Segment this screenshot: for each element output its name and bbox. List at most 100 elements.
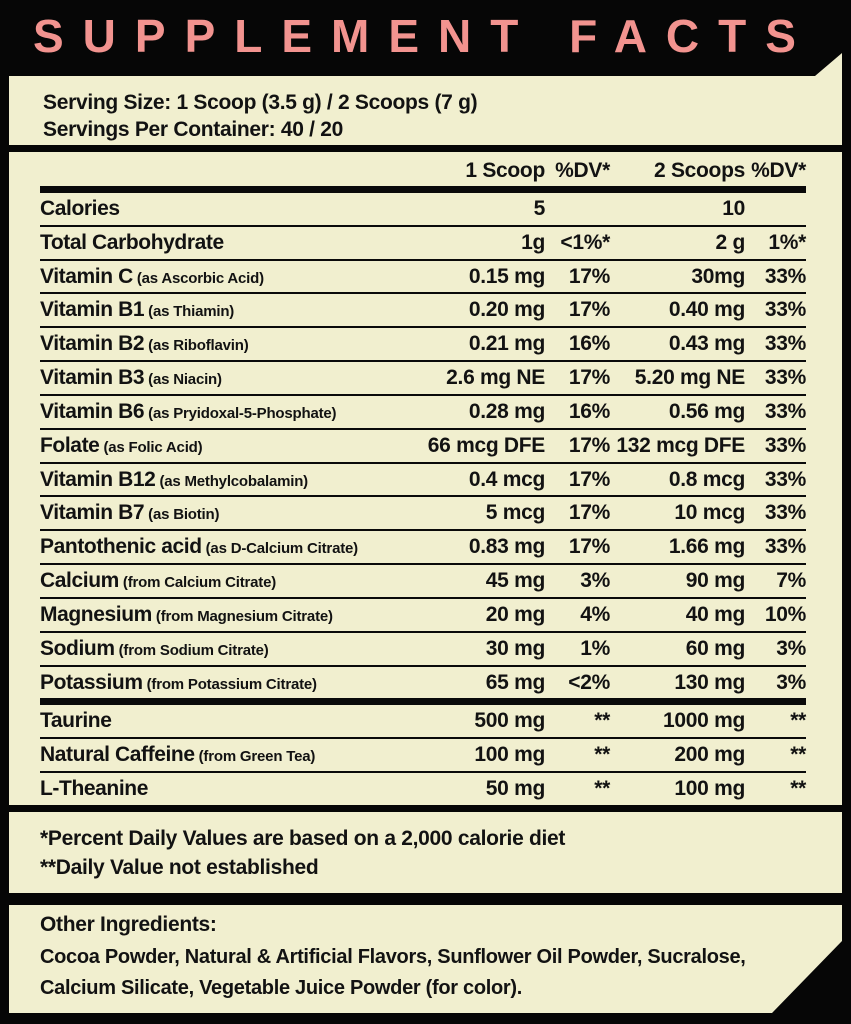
dv-2-scoops-cell: 33%: [764, 501, 806, 525]
dv-2-scoops-cell: 3%: [776, 670, 806, 694]
dv-2-scoops-cell: 33%: [764, 467, 806, 491]
table-row: Taurine 500 mg ** 1000 mg **: [40, 705, 806, 740]
column-header-dv2: %DV*: [751, 159, 806, 182]
amount-2-scoops-cell: 10 mcg: [674, 501, 745, 525]
ingredient-name-cell: Pantothenic acid (as D-Calcium Citrate): [40, 535, 358, 559]
amount-2-scoops-cell: 30mg: [691, 264, 745, 288]
dv-1-scoop-cell: **: [594, 743, 610, 767]
ingredient-name-cell: Calories: [40, 196, 120, 220]
dv-1-scoop-cell: 1%: [580, 636, 610, 660]
amount-1-scoop-cell: 45 mg: [485, 569, 546, 593]
ingredient-name-cell: Vitamin B3 (as Niacin): [40, 366, 222, 390]
table-row: Vitamin B7 (as Biotin) 5 mcg 17% 10 mcg 3…: [40, 497, 806, 532]
dv-2-scoops-cell: 33%: [764, 535, 806, 559]
amount-1-scoop-cell: 0.83 mg: [468, 535, 545, 559]
amount-1-scoop-cell: 66 mcg DFE: [427, 433, 546, 457]
dv-2-scoops-cell: 33%: [764, 298, 806, 322]
ingredient-name-cell: Potassium (from Potassium Citrate): [40, 670, 317, 694]
table-row: Calories 5 10: [40, 193, 806, 227]
dv-1-scoop-cell: 16%: [568, 332, 610, 356]
table-row: Folate (as Folic Acid) 66 mcg DFE 17% 132…: [40, 430, 806, 464]
amount-1-scoop-cell: 1g: [521, 230, 545, 254]
table-row: Vitamin B12 (as Methylcobalamin) 0.4 mcg …: [40, 464, 806, 498]
ingredient-name-cell: Folate (as Folic Acid): [40, 433, 203, 457]
dv-1-scoop-cell: **: [594, 776, 610, 800]
ingredient-name-cell: Taurine: [40, 709, 112, 733]
amount-1-scoop-cell: 65 mg: [485, 670, 546, 694]
table-row: L-Theanine 50 mg ** 100 mg **: [40, 773, 806, 805]
column-header-dv1: %DV*: [555, 159, 610, 182]
table-row: Sodium (from Sodium Citrate) 30 mg 1% 60 …: [40, 633, 806, 667]
table-row: Vitamin C (as Ascorbic Acid) 0.15 mg 17% …: [40, 261, 806, 295]
amount-2-scoops-cell: 100 mg: [674, 776, 745, 800]
serving-info-panel: Serving Size: 1 Scoop (3.5 g) / 2 Scoops…: [9, 53, 842, 145]
dv-1-scoop-cell: <2%: [568, 670, 610, 694]
ingredient-name-cell: Total Carbohydrate: [40, 230, 224, 254]
amount-2-scoops-cell: 10: [722, 196, 745, 220]
table-row: Pantothenic acid (as D-Calcium Citrate) 0…: [40, 531, 806, 566]
amount-1-scoop-cell: 100 mg: [474, 743, 545, 767]
footnotes-panel: *Percent Daily Values are based on a 2,0…: [9, 812, 842, 893]
amount-1-scoop-cell: 5: [533, 196, 546, 220]
dv-1-scoop-cell: 17%: [568, 366, 610, 390]
amount-1-scoop-cell: 0.4 mcg: [468, 467, 545, 491]
dv-1-scoop-cell: 16%: [568, 399, 610, 423]
label-title: SUPPLEMENT FACTS: [33, 10, 815, 62]
amount-1-scoop-cell: 0.20 mg: [468, 298, 545, 322]
column-header-2-scoops: 2 Scoops: [654, 159, 745, 182]
ingredient-name-cell: Magnesium (from Magnesium Citrate): [40, 602, 333, 626]
dv-1-scoop-cell: 17%: [568, 501, 610, 525]
amount-2-scoops-cell: 1.66 mg: [668, 535, 745, 559]
dv-1-scoop-cell: 17%: [568, 535, 610, 559]
table-row: Natural Caffeine (from Green Tea) 100 mg …: [40, 739, 806, 774]
dv-1-scoop-cell: 17%: [568, 264, 610, 288]
amount-2-scoops-cell: 0.40 mg: [668, 298, 745, 322]
amount-2-scoops-cell: 60 mg: [685, 636, 746, 660]
amount-2-scoops-cell: 0.8 mcg: [668, 467, 745, 491]
ingredient-name-cell: Vitamin B2 (as Riboflavin): [40, 332, 249, 356]
ingredient-name-cell: Calcium (from Calcium Citrate): [40, 569, 277, 593]
dv-1-scoop-cell: 4%: [580, 602, 610, 626]
amount-2-scoops-cell: 0.43 mg: [668, 332, 745, 356]
dv-2-scoops-cell: **: [790, 743, 806, 767]
serving-size-text: Serving Size: 1 Scoop (3.5 g) / 2 Scoops…: [43, 91, 478, 114]
dv-2-scoops-cell: 33%: [764, 433, 806, 457]
servings-per-container-text: Servings Per Container: 40 / 20: [43, 118, 343, 141]
amount-1-scoop-cell: 50 mg: [485, 776, 546, 800]
amount-2-scoops-cell: 90 mg: [685, 569, 746, 593]
amount-1-scoop-cell: 0.28 mg: [468, 399, 545, 423]
ingredient-name-cell: Vitamin B6 (as Pryidoxal-5-Phosphate): [40, 399, 337, 423]
amount-1-scoop-cell: 2.6 mg NE: [446, 366, 545, 390]
other-ingredients-heading: Other Ingredients:: [40, 913, 217, 936]
dv-1-scoop-cell: 17%: [568, 298, 610, 322]
ingredient-name-cell: Vitamin C (as Ascorbic Acid): [40, 264, 264, 288]
table-row: Magnesium (from Magnesium Citrate) 20 mg …: [40, 599, 806, 633]
table-row: Potassium (from Potassium Citrate) 65 mg …: [40, 667, 806, 699]
not-established-footnote: **Daily Value not established: [40, 856, 319, 879]
dv-2-scoops-cell: 33%: [764, 399, 806, 423]
dv-1-scoop-cell: 17%: [568, 467, 610, 491]
dv-1-scoop-cell: **: [594, 709, 610, 733]
header-divider-bar: [40, 186, 806, 193]
dv-1-scoop-cell: 17%: [568, 433, 610, 457]
table-row: Vitamin B2 (as Riboflavin) 0.21 mg 16% 0.…: [40, 328, 806, 363]
dv-2-scoops-cell: 33%: [764, 264, 806, 288]
nutrition-table-panel: 1 Scoop %DV* 2 Scoops %DV* Calories 5 10…: [9, 152, 842, 805]
ingredient-name-cell: Vitamin B12 (as Methylcobalamin): [40, 467, 308, 491]
table-rows: Calories 5 10 Total Carbohydrate 1g <1%*…: [40, 193, 806, 805]
dv-2-scoops-cell: 3%: [776, 636, 806, 660]
dv-1-scoop-cell: <1%*: [560, 230, 610, 254]
dv-2-scoops-cell: **: [790, 776, 806, 800]
amount-1-scoop-cell: 0.21 mg: [468, 332, 545, 356]
table-row: Vitamin B6 (as Pryidoxal-5-Phosphate) 0.2…: [40, 396, 806, 430]
dv-1-scoop-cell: 3%: [580, 569, 610, 593]
amount-2-scoops-cell: 132 mcg DFE: [616, 433, 745, 457]
ingredient-name-cell: Vitamin B7 (as Biotin): [40, 501, 220, 525]
other-ingredients-panel: Other Ingredients: Cocoa Powder, Natural…: [9, 905, 842, 1013]
amount-2-scoops-cell: 130 mg: [674, 670, 745, 694]
daily-value-footnote: *Percent Daily Values are based on a 2,0…: [40, 827, 566, 850]
ingredient-name-cell: Vitamin B1 (as Thiamin): [40, 298, 235, 322]
column-header-1-scoop: 1 Scoop: [465, 159, 545, 182]
amount-2-scoops-cell: 40 mg: [685, 602, 746, 626]
